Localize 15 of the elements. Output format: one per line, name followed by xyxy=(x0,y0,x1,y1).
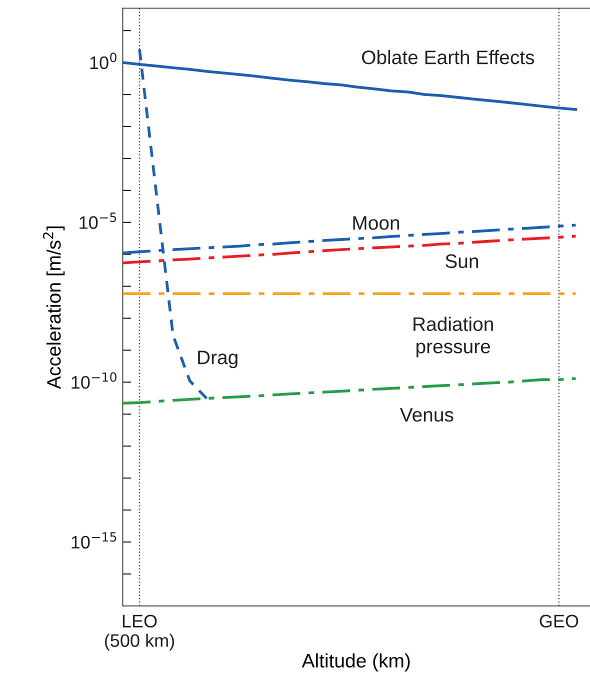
series-label: Radiation pressure xyxy=(414,316,493,358)
y-tick-label: 10$^{0}$ xyxy=(90,52,116,70)
series-label: Sun xyxy=(446,254,478,268)
x-axis-title: Altitude (km) xyxy=(302,653,410,672)
y-axis-title: Acceleration [m/s$^{2}$] xyxy=(43,226,65,390)
y-tick-label: 10$^{−5}$ xyxy=(80,212,116,229)
x-tick-label: GEO xyxy=(540,614,578,628)
series-label: Venus xyxy=(400,408,454,422)
series-label: Oblate Earth Effects xyxy=(362,50,534,64)
line-series xyxy=(122,377,578,405)
y-tick-label: 10$^{−15}$ xyxy=(72,532,116,549)
series-label: Drag xyxy=(198,350,238,368)
series-label: Moon xyxy=(353,216,400,230)
y-tick-label: 10$^{−10}$ xyxy=(72,372,116,389)
x-tick-label: LEO (500 km) xyxy=(105,614,174,651)
